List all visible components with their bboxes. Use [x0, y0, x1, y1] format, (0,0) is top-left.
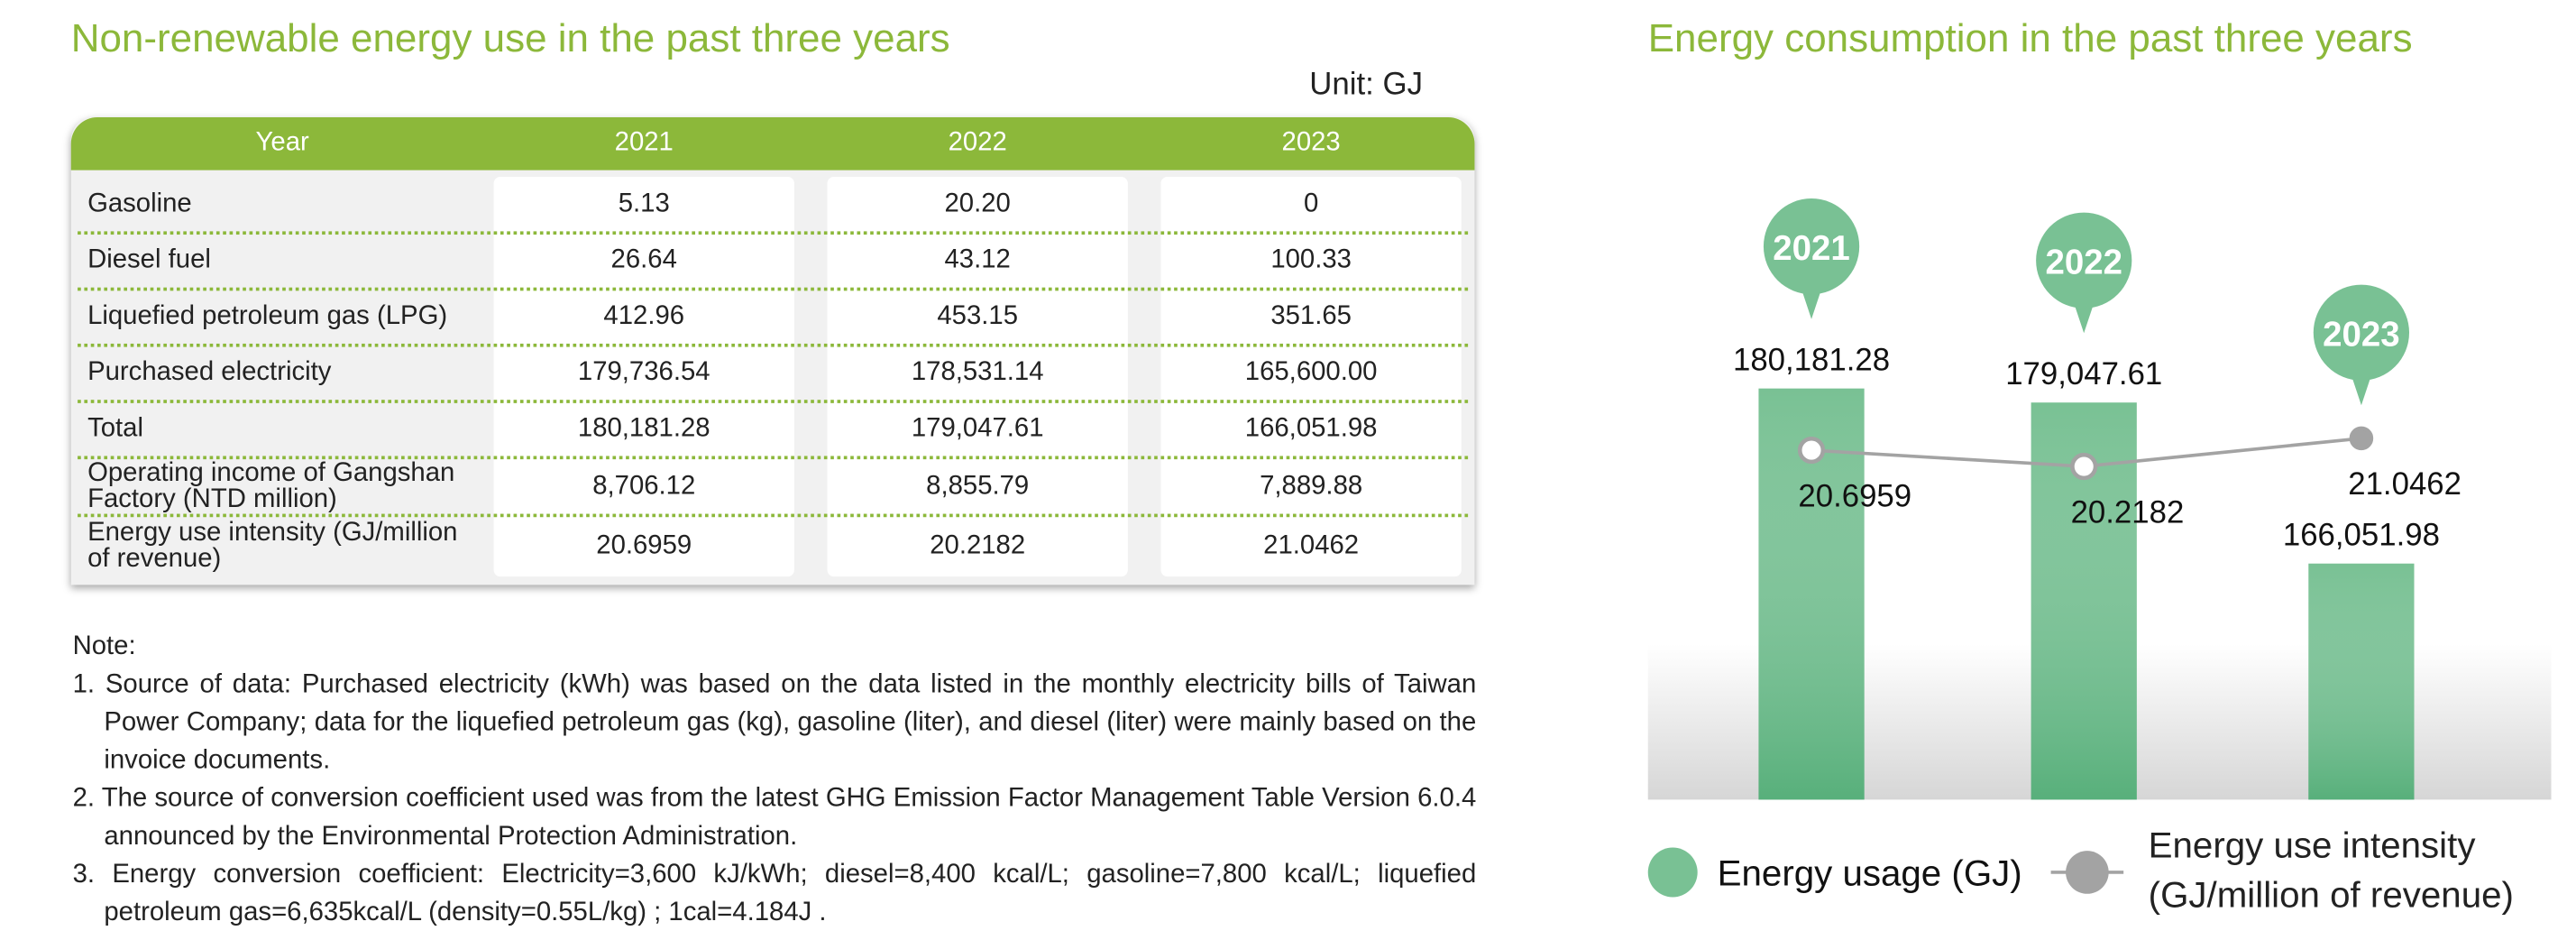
category-label: 2021 [1773, 229, 1850, 268]
header-cell: 2023 [1281, 128, 1341, 157]
row-label: Liquefied petroleum gas (LPG) [87, 302, 448, 331]
bar-value-label: 180,181.28 [1733, 343, 1890, 377]
note-item: 2. The source of conversion coefficient … [72, 784, 1477, 852]
row-separator [78, 456, 1469, 460]
year-marker [2313, 284, 2410, 381]
energy-table: Year 2021 2022 2023 Gasoline 5.13 20.20 0 Diesel… [70, 117, 1475, 585]
column-background [827, 176, 1128, 577]
bar-value-label: 166,051.98 [2283, 519, 2440, 553]
value-cell: 100.33 [1270, 245, 1352, 275]
legend-swatch [1647, 847, 1698, 898]
line-value-label: 20.2182 [2071, 495, 2185, 530]
value-cell: 179,047.61 [911, 414, 1044, 443]
legend-label: Energy usage (GJ) [1718, 853, 2022, 894]
table-header [70, 117, 1475, 170]
header-cell: 2021 [614, 128, 674, 157]
value-cell: 5.13 [618, 189, 670, 218]
note-item: 3. Energy conversion coefficient: Electr… [72, 861, 1477, 927]
row-label: Operating income of Gangshan Factory (NT… [87, 458, 455, 513]
value-cell: 166,051.98 [1244, 414, 1378, 443]
value-cell: 178,531.14 [911, 358, 1044, 387]
row-label: Purchased electricity [87, 358, 332, 387]
bar-value-label: 179,047.61 [2005, 357, 2162, 392]
line-point [2349, 426, 2374, 451]
row-separator [78, 400, 1469, 403]
row-separator [78, 343, 1469, 347]
column-background [493, 176, 794, 577]
legend-label: Energy use intensity (GJ/million of reve… [2148, 824, 2514, 916]
table-title: Non-renewable energy use in the past thr… [70, 16, 950, 61]
row-separator [78, 513, 1469, 518]
line-value-label: 20.6959 [1798, 479, 1911, 513]
chart-title: Energy consumption in the past three yea… [1647, 16, 2413, 61]
row-separator [78, 287, 1469, 291]
value-cell: 20.20 [944, 189, 1011, 218]
value-cell: 20.2182 [930, 530, 1026, 559]
row-separator [78, 231, 1469, 235]
row-label: Diesel fuel [87, 245, 211, 275]
row-label: Gasoline [87, 189, 192, 218]
notes: Note: 1. Source of data: Purchased elect… [73, 628, 1477, 932]
note-item: 1. Source of data: Purchased electricity… [72, 670, 1477, 775]
column-background [1160, 176, 1462, 577]
header-cell: Year [255, 128, 309, 157]
value-cell: 179,736.54 [577, 358, 710, 387]
value-cell: 0 [1303, 189, 1319, 218]
category-label: 2023 [2323, 315, 2400, 354]
note-heading: Note: [72, 632, 136, 661]
category-label: 2022 [2045, 243, 2122, 281]
line-point [2070, 452, 2098, 481]
value-cell: 43.12 [944, 245, 1011, 275]
year-marker [1763, 198, 1860, 295]
unit-label: Unit: GJ [1309, 68, 1423, 103]
year-marker [2036, 212, 2132, 309]
value-cell: 453.15 [937, 302, 1019, 331]
value-cell: 8,855.79 [926, 471, 1030, 500]
row-label: Total [87, 414, 143, 443]
value-cell: 20.6959 [596, 530, 692, 559]
line-point [1797, 436, 1826, 465]
row-label: Energy use intensity (GJ/million of reve… [87, 518, 458, 573]
value-cell: 412.96 [603, 302, 685, 331]
value-cell: 21.0462 [1263, 530, 1360, 559]
value-cell: 165,600.00 [1244, 358, 1378, 387]
line-value-label: 21.0462 [2348, 467, 2461, 502]
value-cell: 7,889.88 [1260, 471, 1363, 500]
legend-swatch [2066, 851, 2109, 894]
value-cell: 180,181.28 [577, 414, 710, 443]
header-cell: 2022 [948, 128, 1007, 157]
value-cell: 26.64 [610, 245, 677, 275]
value-cell: 351.65 [1270, 302, 1352, 331]
bar-shade [2308, 563, 2415, 800]
value-cell: 8,706.12 [592, 471, 696, 500]
